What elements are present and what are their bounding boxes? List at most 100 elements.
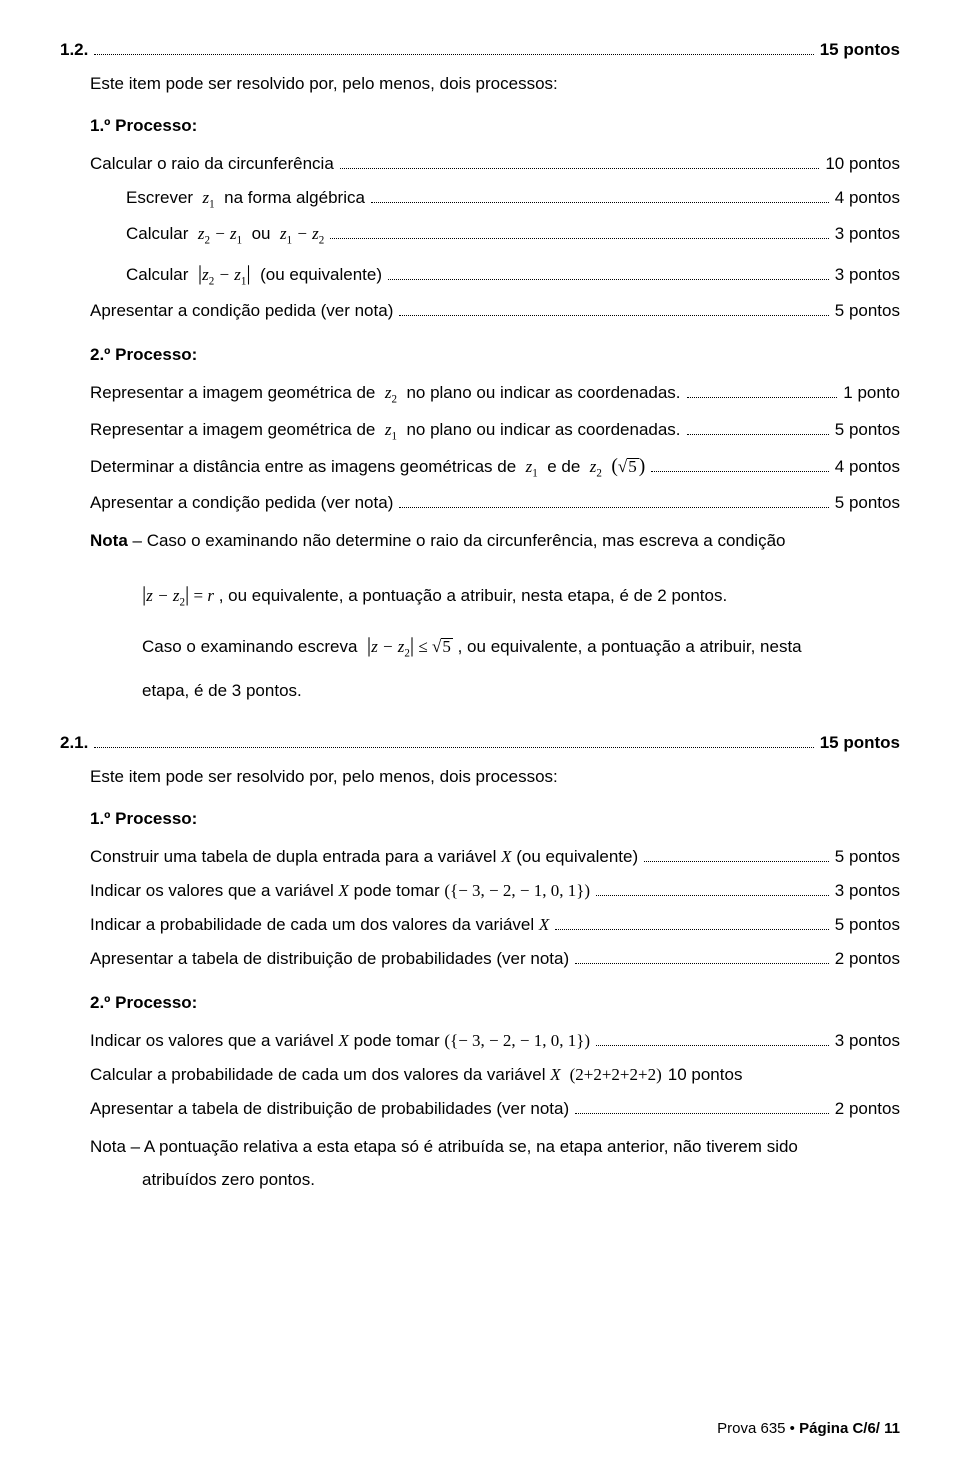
pre: Representar a imagem geométrica de bbox=[90, 383, 380, 402]
text: Representar a imagem geométrica de z1 no… bbox=[90, 420, 681, 442]
q12-nota: Nota – Caso o examinando não determine o… bbox=[90, 527, 900, 556]
points: 3 pontos bbox=[835, 881, 900, 901]
q21-p1-line1: Construir uma tabela de dupla entrada pa… bbox=[90, 847, 900, 867]
q12-header: 1.2. 15 pontos bbox=[60, 40, 900, 60]
points: 10 pontos bbox=[825, 154, 900, 174]
dots bbox=[340, 167, 820, 169]
pre: Determinar a distância entre as imagens … bbox=[90, 457, 521, 476]
math-abs-z2-z1: |z2 − z1| bbox=[198, 265, 251, 284]
nota-label: Nota bbox=[90, 1137, 126, 1156]
pre: Caso o examinando escreva bbox=[142, 637, 362, 656]
pre: Indicar os valores que a variável bbox=[90, 1031, 339, 1050]
math-X: X bbox=[501, 847, 511, 866]
q21-total-points: 15 pontos bbox=[820, 733, 900, 753]
math-z1-z2: z1 − z2 bbox=[280, 224, 324, 243]
pre: Escrever bbox=[126, 188, 198, 207]
paren: (2+2+2+2+2) bbox=[565, 1065, 661, 1084]
dots bbox=[94, 53, 813, 55]
q12-p1-line5: Apresentar a condição pedida (ver nota) … bbox=[90, 301, 900, 321]
q12-nota-sub1: |z − z2| = r , ou equivalente, a pontuaç… bbox=[142, 574, 900, 614]
dots bbox=[399, 506, 828, 508]
math-z2: z2 bbox=[385, 383, 397, 402]
text: Indicar os valores que a variável X pode… bbox=[90, 1031, 590, 1051]
set: ({− 3, − 2, − 1, 0, 1}) bbox=[444, 881, 590, 900]
dots bbox=[596, 894, 829, 896]
points: 4 pontos bbox=[835, 457, 900, 477]
q12-p2-title: 2.º Processo: bbox=[90, 345, 900, 365]
text: Calcular a probabilidade de cada um dos … bbox=[90, 1065, 662, 1085]
post: , ou equivalente, a pontuação a atribuir… bbox=[219, 586, 728, 605]
q21-nota-line2: atribuídos zero pontos. bbox=[142, 1166, 900, 1195]
dots bbox=[687, 396, 838, 398]
text: Apresentar a tabela de distribuição de p… bbox=[90, 949, 569, 969]
dots bbox=[651, 470, 828, 472]
footer-pagina: Página C/6/ 11 bbox=[799, 1420, 900, 1437]
points: 2 pontos bbox=[835, 949, 900, 969]
pre: Indicar a probabilidade de cada um dos v… bbox=[90, 915, 539, 934]
dots bbox=[555, 928, 828, 930]
pre: Calcular bbox=[126, 224, 193, 243]
mid: pode tomar bbox=[349, 1031, 444, 1050]
text: Determinar a distância entre as imagens … bbox=[90, 456, 645, 479]
q12-intro: Este item pode ser resolvido por, pelo m… bbox=[90, 74, 900, 94]
pre: Calcular a probabilidade de cada um dos … bbox=[90, 1065, 550, 1084]
text: Indicar a probabilidade de cada um dos v… bbox=[90, 915, 549, 935]
page: 1.2. 15 pontos Este item pode ser resolv… bbox=[0, 0, 960, 1467]
q21-p2-line3: Apresentar a tabela de distribuição de p… bbox=[90, 1099, 900, 1119]
points: 4 pontos bbox=[835, 188, 900, 208]
post: no plano ou indicar as coordenadas. bbox=[402, 420, 681, 439]
nota-label: Nota bbox=[90, 531, 128, 550]
math-z1: z1 bbox=[385, 420, 397, 439]
q21-p1-line3: Indicar a probabilidade de cada um dos v… bbox=[90, 915, 900, 935]
q21-p2-title: 2.º Processo: bbox=[90, 993, 900, 1013]
nota-body: Caso o examinando não determine o raio d… bbox=[147, 531, 786, 550]
points: 5 pontos bbox=[835, 493, 900, 513]
post: no plano ou indicar as coordenadas. bbox=[402, 383, 681, 402]
q21-number: 2.1. bbox=[60, 733, 88, 753]
nota-dash: – bbox=[128, 531, 147, 550]
dots bbox=[575, 1112, 829, 1114]
q21-body: Este item pode ser resolvido por, pelo m… bbox=[90, 767, 900, 1195]
nota-dash: – bbox=[126, 1137, 144, 1156]
text: Representar a imagem geométrica de z2 no… bbox=[90, 383, 681, 405]
q12-p2-line1: Representar a imagem geométrica de z2 no… bbox=[90, 383, 900, 405]
q12-nota-sub2: Caso o examinando escreva |z − z2| ≤ √5 … bbox=[142, 625, 900, 665]
math-abs-eq-r: |z − z2| = r bbox=[142, 586, 214, 605]
q12-p1-title: 1.º Processo: bbox=[90, 116, 900, 136]
dots bbox=[644, 860, 829, 862]
pre: Calcular bbox=[126, 265, 193, 284]
dots bbox=[399, 314, 828, 316]
q12-number: 1.2. bbox=[60, 40, 88, 60]
page-footer: Prova 635 • Página C/6/ 11 bbox=[717, 1420, 900, 1437]
footer-sep: • bbox=[786, 1420, 800, 1437]
q12-p1-line3: Calcular z2 − z1 ou z1 − z2 3 pontos bbox=[126, 224, 900, 246]
dots bbox=[596, 1044, 829, 1046]
points: 3 pontos bbox=[835, 1031, 900, 1051]
footer-prova: Prova 635 bbox=[717, 1420, 785, 1437]
points: 5 pontos bbox=[835, 915, 900, 935]
dots bbox=[575, 962, 829, 964]
math-X: X bbox=[539, 915, 549, 934]
text: Calcular o raio da circunferência bbox=[90, 154, 334, 174]
dots bbox=[388, 278, 829, 280]
q21-header: 2.1. 15 pontos bbox=[60, 733, 900, 753]
post: na forma algébrica bbox=[219, 188, 365, 207]
points: 2 pontos bbox=[835, 1099, 900, 1119]
points: 10 pontos bbox=[668, 1065, 743, 1085]
math-abs-le-sqrt5: |z − z2| ≤ √5 bbox=[367, 637, 453, 656]
mid: e de bbox=[543, 457, 586, 476]
points: 3 pontos bbox=[835, 224, 900, 244]
dots bbox=[371, 201, 829, 203]
q21-p1-line4: Apresentar a tabela de distribuição de p… bbox=[90, 949, 900, 969]
dots bbox=[94, 746, 813, 748]
mid: pode tomar bbox=[349, 881, 444, 900]
q21-p2-line2: Calcular a probabilidade de cada um dos … bbox=[90, 1065, 900, 1085]
math-z1: z1 bbox=[203, 188, 215, 207]
points: 5 pontos bbox=[835, 301, 900, 321]
q12-p2-line2: Representar a imagem geométrica de z1 no… bbox=[90, 420, 900, 442]
pre: Indicar os valores que a variável bbox=[90, 881, 339, 900]
math-z2b: z2 bbox=[590, 457, 602, 476]
math-z1b: z1 bbox=[526, 457, 538, 476]
q12-p1-line1: Calcular o raio da circunferência 10 pon… bbox=[90, 154, 900, 174]
text: Calcular |z2 − z1| (ou equivalente) bbox=[126, 261, 382, 287]
